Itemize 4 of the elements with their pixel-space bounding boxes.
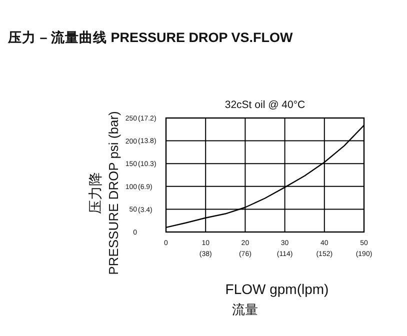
x-axis-title: FLOW gpm(lpm) 流量 bbox=[225, 281, 329, 317]
y-axis-title: 压力降 PRESSURE DROP psi (bar) bbox=[87, 111, 121, 275]
chart-title: 压力 – 流量曲线 PRESSURE DROP VS.FLOW bbox=[7, 29, 294, 45]
chart-subtitle: 32cSt oil @ 40°C bbox=[224, 99, 306, 111]
